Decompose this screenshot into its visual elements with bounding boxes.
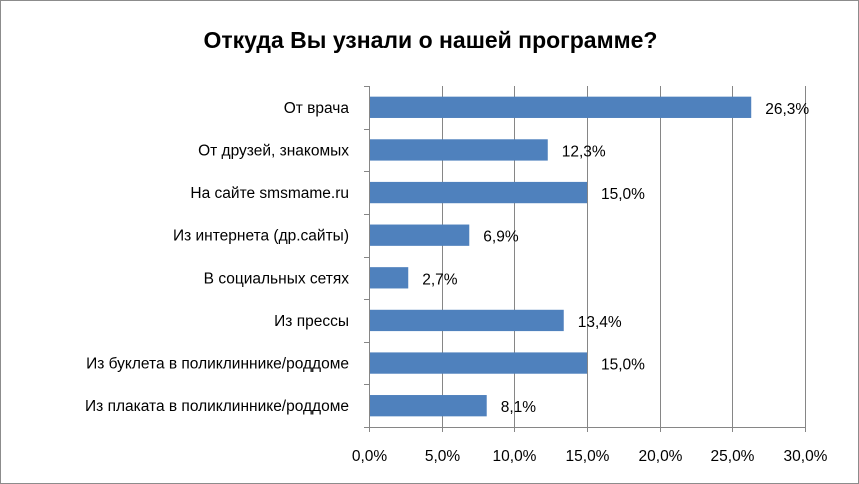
- category-label: Из прессы: [274, 313, 349, 330]
- x-tick-label: 0,0%: [352, 448, 388, 465]
- data-label: 15,0%: [601, 186, 645, 203]
- chart-title: Откуда Вы узнали о нашей программе?: [203, 27, 658, 53]
- category-label: Из интернета (др.сайты): [173, 228, 349, 245]
- x-tick-label: 10,0%: [493, 448, 537, 465]
- labels: 0,0% 5,0% 10,0% 15,0% 20,0% 25,0% 30,0% От врач…: [85, 100, 828, 465]
- x-tick-label: 15,0%: [566, 448, 610, 465]
- category-label: От врача: [284, 100, 350, 117]
- data-label: 15,0%: [601, 357, 645, 374]
- category-label: Из плаката в поликлиннике/роддоме: [85, 398, 349, 415]
- category-label: В социальных сетях: [204, 270, 350, 287]
- x-tick-label: 30,0%: [784, 448, 828, 465]
- data-label: 26,3%: [765, 101, 809, 118]
- data-label: 13,4%: [578, 314, 622, 331]
- data-label: 6,9%: [483, 229, 519, 246]
- bar: [370, 96, 752, 118]
- axes: [364, 86, 806, 432]
- bar: [370, 181, 587, 204]
- bar: [370, 309, 564, 332]
- category-label: Из буклета в поликлиннике/роддоме: [86, 356, 349, 373]
- x-tick-label: 20,0%: [639, 448, 683, 465]
- data-label: 8,1%: [501, 399, 537, 416]
- bar: [370, 395, 487, 417]
- category-label: На сайте smsmame.ru: [190, 185, 349, 202]
- bar: [370, 267, 409, 289]
- grid-lines: [442, 86, 806, 427]
- category-label: От друзей, знакомых: [198, 142, 349, 159]
- bar: [370, 139, 548, 161]
- x-tick-label: 25,0%: [711, 448, 755, 465]
- bar: [370, 352, 587, 374]
- bar: [370, 224, 470, 246]
- data-label: 2,7%: [422, 271, 458, 288]
- bars: [370, 96, 752, 417]
- x-tick-label: 5,0%: [425, 448, 461, 465]
- data-label: 12,3%: [562, 143, 606, 160]
